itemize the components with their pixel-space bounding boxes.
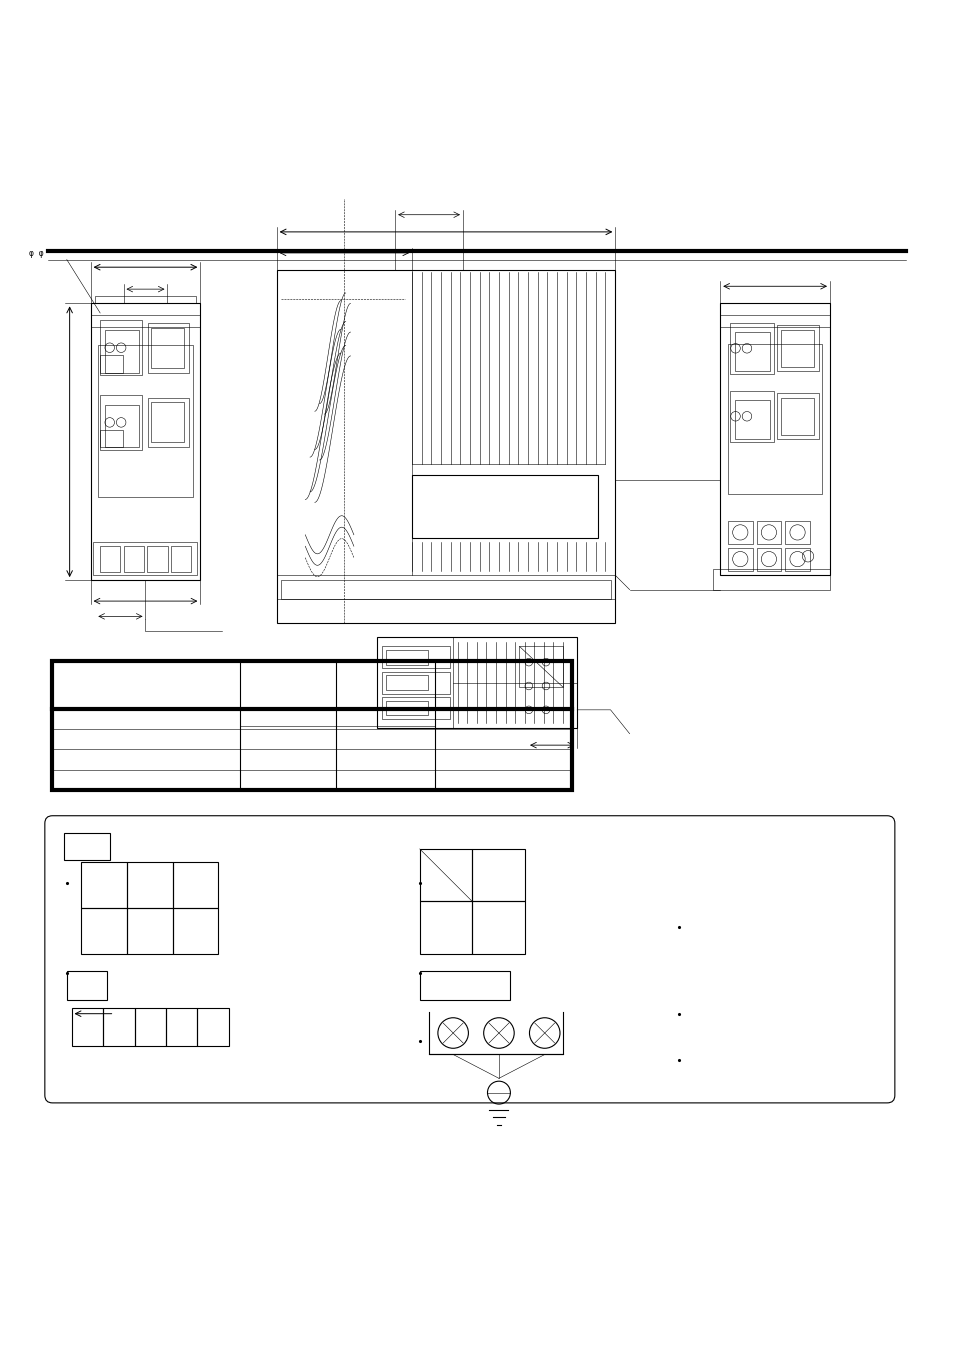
Bar (419, 971, 510, 1000)
Bar (727, 345, 821, 493)
Bar (780, 397, 813, 435)
Bar (100, 546, 120, 573)
Bar (784, 521, 809, 544)
Bar (103, 1008, 134, 1046)
Bar (720, 304, 829, 576)
Bar (734, 332, 769, 372)
Bar (729, 390, 773, 442)
Bar (148, 397, 189, 447)
Bar (100, 394, 142, 450)
Bar (151, 328, 184, 367)
Bar (386, 650, 428, 665)
Bar (127, 908, 172, 954)
Bar (91, 304, 200, 580)
Bar (134, 1008, 166, 1046)
Bar (720, 304, 829, 327)
Bar (171, 546, 191, 573)
Bar (197, 1008, 229, 1046)
Bar (276, 270, 615, 623)
Bar (381, 697, 450, 719)
Bar (472, 848, 524, 901)
Bar (756, 547, 781, 570)
Bar (93, 542, 197, 576)
Text: φ  φ: φ φ (29, 249, 43, 258)
Bar (777, 393, 818, 439)
Bar (472, 901, 524, 954)
Bar (81, 908, 127, 954)
Bar (419, 848, 472, 901)
Bar (71, 1008, 103, 1046)
Bar (172, 908, 218, 954)
Bar (67, 971, 107, 1000)
Bar (95, 296, 195, 304)
Bar (100, 430, 123, 447)
Bar (756, 521, 781, 544)
Bar (734, 400, 769, 439)
Bar (91, 304, 200, 327)
Bar (712, 569, 829, 589)
Bar (105, 330, 139, 373)
Bar (281, 580, 610, 600)
Bar (419, 901, 472, 954)
Bar (100, 355, 123, 373)
Bar (376, 638, 577, 728)
Bar (412, 474, 598, 538)
Bar (519, 646, 562, 688)
Bar (124, 546, 144, 573)
Bar (381, 646, 450, 669)
Bar (727, 547, 752, 570)
Bar (166, 1008, 197, 1046)
Bar (105, 405, 139, 447)
Bar (386, 676, 428, 690)
Bar (729, 323, 773, 374)
Bar (100, 320, 142, 376)
Bar (98, 345, 193, 497)
Bar (52, 661, 572, 790)
Bar (784, 547, 809, 570)
Bar (151, 403, 184, 442)
Bar (386, 701, 428, 715)
Bar (780, 330, 813, 366)
Bar (777, 326, 818, 372)
Bar (381, 671, 450, 693)
Bar (148, 323, 189, 373)
Bar (127, 862, 172, 908)
Bar (147, 546, 168, 573)
Bar (172, 862, 218, 908)
Bar (81, 862, 127, 908)
Bar (727, 521, 752, 544)
Bar (64, 834, 110, 859)
